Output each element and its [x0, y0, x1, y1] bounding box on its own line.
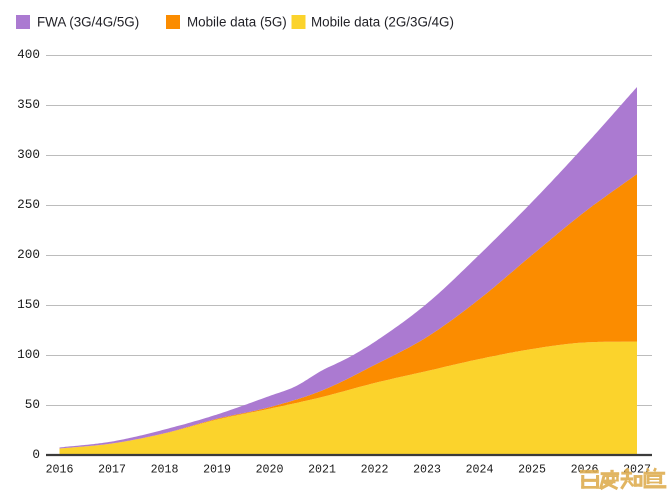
- svg-text:2019: 2019: [203, 464, 231, 477]
- svg-text:400: 400: [17, 47, 40, 62]
- svg-text:2016: 2016: [46, 464, 74, 477]
- svg-text:200: 200: [17, 247, 40, 262]
- svg-text:100: 100: [17, 347, 40, 362]
- svg-text:FWA (3G/4G/5G): FWA (3G/4G/5G): [37, 15, 139, 30]
- svg-text:0: 0: [32, 447, 40, 462]
- svg-text:2020: 2020: [256, 464, 284, 477]
- svg-text:2023: 2023: [413, 464, 441, 477]
- svg-text:50: 50: [25, 397, 40, 412]
- svg-text:350: 350: [17, 97, 40, 112]
- svg-text:Mobile data (2G/3G/4G): Mobile data (2G/3G/4G): [311, 15, 454, 30]
- svg-text:150: 150: [17, 297, 40, 312]
- svg-text:2017: 2017: [98, 464, 126, 477]
- svg-text:2018: 2018: [151, 464, 179, 477]
- svg-text:300: 300: [17, 147, 40, 162]
- svg-text:250: 250: [17, 197, 40, 212]
- svg-text:Mobile data (5G): Mobile data (5G): [187, 15, 287, 30]
- svg-text:2021: 2021: [308, 464, 336, 477]
- svg-text:2025: 2025: [518, 464, 546, 477]
- svg-text:2024: 2024: [466, 464, 494, 477]
- svg-text:2022: 2022: [361, 464, 389, 477]
